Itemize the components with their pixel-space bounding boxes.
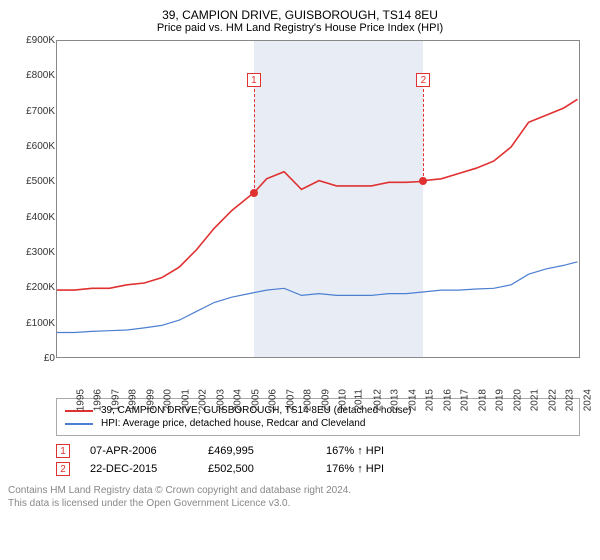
x-tick-label: 2009 (320, 389, 331, 411)
chart-subtitle: Price paid vs. HM Land Registry's House … (8, 22, 592, 34)
y-tick-label: £200K (13, 282, 55, 293)
sale-date: 07-APR-2006 (90, 445, 200, 457)
footer-attribution: Contains HM Land Registry data © Crown c… (8, 484, 592, 510)
sale-marker-dashed-line (423, 89, 424, 181)
sale-price: £469,995 (208, 445, 318, 457)
x-tick-label: 1995 (75, 389, 86, 411)
x-tick-label: 2003 (215, 389, 226, 411)
sale-pct-vs-hpi: 167% ↑ HPI (326, 445, 436, 457)
sale-marker-dot (250, 189, 258, 197)
legend-label: HPI: Average price, detached house, Redc… (101, 418, 365, 429)
x-tick-label: 2000 (163, 389, 174, 411)
sales-table: 1 07-APR-2006 £469,995 167% ↑ HPI 2 22-DEC-20… (56, 444, 592, 476)
x-tick-label: 2014 (407, 389, 418, 411)
x-tick-label: 2016 (442, 389, 453, 411)
x-tick-label: 2011 (354, 389, 365, 411)
y-tick-label: £800K (13, 70, 55, 81)
sale-index-box: 2 (56, 462, 70, 476)
y-tick-label: £700K (13, 106, 55, 117)
sale-row: 1 07-APR-2006 £469,995 167% ↑ HPI (56, 444, 592, 458)
x-tick-label: 1997 (110, 389, 121, 411)
x-tick-label: 2010 (337, 389, 348, 411)
x-tick-label: 1998 (128, 389, 139, 411)
x-tick-label: 2022 (547, 389, 558, 411)
x-tick-label: 2018 (477, 389, 488, 411)
x-tick-label: 2015 (425, 389, 436, 411)
x-tick-label: 2020 (512, 389, 523, 411)
x-tick-label: 1999 (145, 389, 156, 411)
property-price-line (57, 99, 578, 290)
x-tick-label: 2019 (494, 389, 505, 411)
x-tick-label: 2024 (582, 389, 593, 411)
y-tick-label: £0 (13, 353, 55, 364)
x-tick-label: 2017 (460, 389, 471, 411)
sale-price: £502,500 (208, 463, 318, 475)
y-tick-label: £300K (13, 247, 55, 258)
x-tick-label: 2012 (372, 389, 383, 411)
footer-line-1: Contains HM Land Registry data © Crown c… (8, 484, 592, 497)
x-tick-label: 2007 (285, 389, 296, 411)
plot-svg (57, 41, 581, 359)
x-tick-label: 2005 (250, 389, 261, 411)
x-tick-label: 2008 (302, 389, 313, 411)
x-tick-label: 2023 (564, 389, 575, 411)
x-tick-label: 2002 (198, 389, 209, 411)
legend-row: HPI: Average price, detached house, Redc… (65, 418, 571, 429)
price-chart-container: 39, CAMPION DRIVE, GUISBOROUGH, TS14 8EU… (8, 8, 592, 510)
sale-row: 2 22-DEC-2015 £502,500 176% ↑ HPI (56, 462, 592, 476)
sale-date: 22-DEC-2015 (90, 463, 200, 475)
x-tick-label: 1996 (93, 389, 104, 411)
sale-marker-label: 2 (416, 73, 430, 87)
plot-area: £0£100K£200K£300K£400K£500K£600K£700K£80… (56, 40, 580, 358)
footer-line-2: This data is licensed under the Open Gov… (8, 497, 592, 510)
x-tick-label: 2021 (529, 389, 540, 411)
sale-index-box: 1 (56, 444, 70, 458)
x-tick-label: 2001 (180, 389, 191, 411)
x-tick-label: 2004 (232, 389, 243, 411)
y-tick-label: £100K (13, 318, 55, 329)
x-tick-label: 2013 (390, 389, 401, 411)
sale-marker-label: 1 (247, 73, 261, 87)
y-tick-label: £900K (13, 35, 55, 46)
chart-title: 39, CAMPION DRIVE, GUISBOROUGH, TS14 8EU (8, 8, 592, 22)
y-tick-label: £600K (13, 141, 55, 152)
legend-swatch (65, 423, 93, 425)
x-tick-label: 2006 (267, 389, 278, 411)
y-tick-label: £500K (13, 176, 55, 187)
hpi-line (57, 262, 578, 333)
y-tick-label: £400K (13, 212, 55, 223)
sale-marker-dashed-line (254, 89, 255, 193)
sale-pct-vs-hpi: 176% ↑ HPI (326, 463, 436, 475)
